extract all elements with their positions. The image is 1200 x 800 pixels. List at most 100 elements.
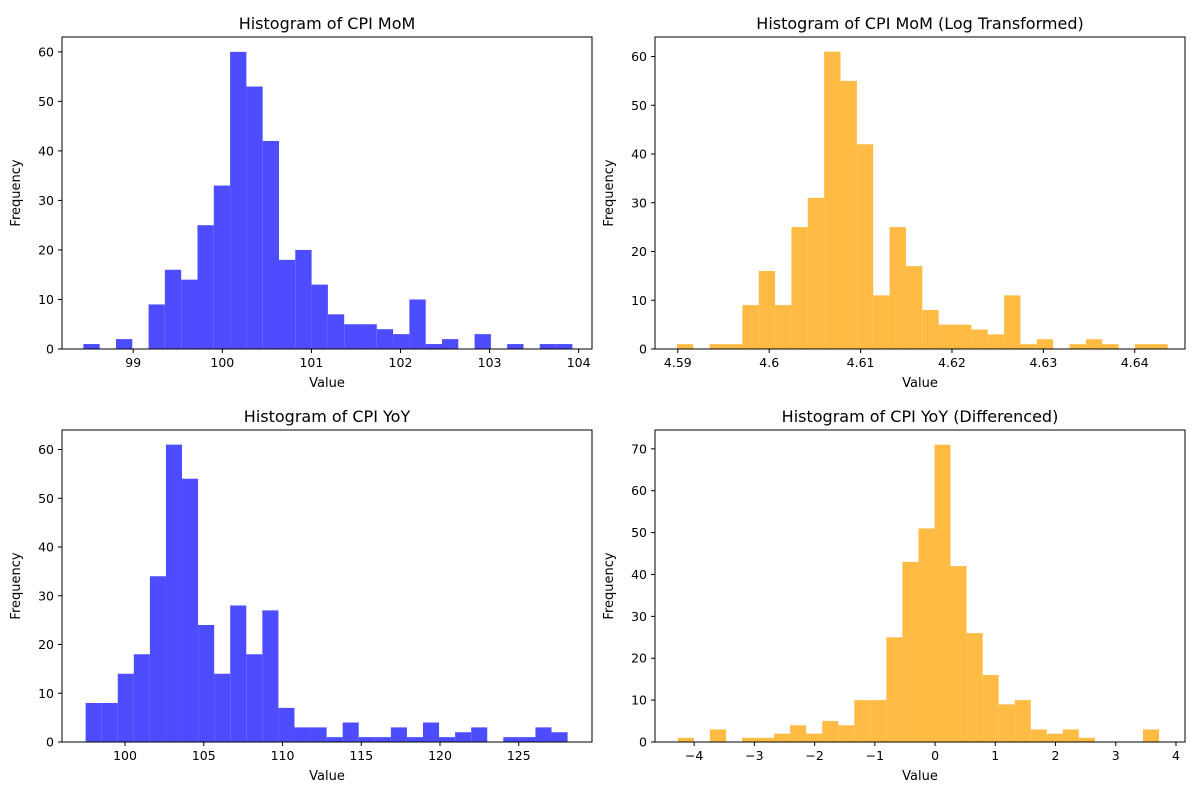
histogram-bar: [774, 733, 791, 742]
histogram-bar: [310, 727, 327, 742]
histogram-bar: [342, 722, 359, 742]
histogram-bar: [902, 561, 919, 742]
y-tick-label: 60: [38, 442, 54, 457]
x-tick-label: 4.61: [847, 355, 875, 370]
histogram-bar: [344, 324, 361, 349]
histogram-bar: [165, 444, 183, 742]
x-tick-label: 125: [507, 748, 531, 763]
x-tick-label: −4: [685, 748, 703, 763]
histogram-bar: [360, 324, 377, 349]
histogram-bar: [742, 305, 759, 349]
histogram-bar: [390, 727, 407, 742]
x-tick-label: 104: [567, 355, 591, 370]
y-tick-label: 10: [631, 693, 647, 708]
histogram-panel-3: 100 105 110 115 120 125 0 10 20 30 40 50 60 Histogram…: [9, 407, 593, 784]
histogram-bar: [950, 566, 967, 742]
y-tick-label: 10: [38, 686, 54, 701]
histogram-bar: [1134, 344, 1152, 349]
histogram-bar: [806, 733, 823, 742]
histogram-bar: [677, 737, 694, 742]
chart-title: Histogram of CPI YoY (Differenced): [782, 407, 1059, 426]
histogram-bar: [987, 334, 1005, 349]
y-tick-label: 20: [631, 244, 647, 259]
histogram-bar: [838, 725, 855, 742]
x-tick-label: 2: [1052, 748, 1060, 763]
histogram-bar: [1014, 700, 1031, 742]
histogram-bar: [1085, 339, 1103, 349]
y-tick-label: 10: [631, 293, 647, 308]
y-tick-label: 60: [631, 483, 647, 498]
y-tick-label: 30: [631, 609, 647, 624]
y-tick-label: 0: [639, 342, 647, 357]
histogram-bar: [278, 259, 296, 349]
histogram-bar: [758, 737, 775, 742]
y-tick-label: 30: [631, 195, 647, 210]
x-tick-label: 101: [299, 355, 323, 370]
histogram-bar: [422, 722, 440, 742]
axes-frame: [61, 429, 593, 743]
histogram-bar: [791, 227, 808, 349]
histogram-bar: [425, 344, 442, 349]
histogram-bar: [938, 324, 955, 349]
histogram-bar: [551, 732, 568, 742]
histogram-bar: [181, 279, 198, 349]
x-tick-label: 4: [1172, 748, 1180, 763]
histogram-bar: [998, 704, 1015, 742]
x-axis-label: Value: [902, 376, 938, 391]
x-tick-label: 1: [991, 748, 999, 763]
histogram-bar: [85, 703, 102, 742]
y-tick-label: 50: [631, 98, 647, 113]
histogram-bar: [149, 576, 166, 742]
x-tick-label: 100: [210, 355, 234, 370]
y-tick-label: 40: [38, 143, 54, 158]
y-axis-label: Frequency: [602, 552, 617, 619]
histogram-bar: [326, 737, 343, 742]
histogram-bar: [840, 80, 857, 349]
histogram-bar: [115, 339, 133, 349]
histogram-bar: [1036, 339, 1054, 349]
y-tick-label: 50: [631, 525, 647, 540]
histogram-bar: [1030, 729, 1047, 742]
histogram-bar: [854, 700, 871, 742]
histogram-bar: [406, 737, 423, 742]
histogram-bar: [182, 478, 199, 742]
histogram-bar: [455, 732, 472, 742]
histogram-bar: [230, 605, 247, 742]
y-axis-label: Frequency: [602, 159, 617, 226]
histogram-bar: [1020, 344, 1037, 349]
histogram-bar: [133, 654, 150, 742]
histogram-bar: [374, 737, 391, 742]
x-tick-label: 105: [192, 748, 216, 763]
histogram-bar: [726, 344, 743, 349]
histogram-bar: [441, 339, 459, 349]
histogram-bar: [1143, 729, 1160, 742]
y-tick-label: 0: [46, 342, 54, 357]
histogram-bar: [83, 344, 100, 349]
y-axis-label: Frequency: [9, 552, 24, 619]
chart-title: Histogram of CPI MoM: [239, 14, 416, 33]
histogram-bar: [922, 310, 939, 349]
histogram-bar: [1102, 344, 1119, 349]
axes-frame: [654, 429, 1186, 743]
axes-frame: [61, 36, 593, 350]
histogram-bar: [889, 227, 906, 349]
y-tick-label: 30: [38, 193, 54, 208]
x-tick-label: 0: [931, 748, 939, 763]
y-tick-label: 40: [631, 567, 647, 582]
histogram-bar: [311, 284, 328, 349]
x-tick-label: 4.62: [938, 355, 966, 370]
chart-title: Histogram of CPI MoM (Log Transformed): [756, 14, 1083, 33]
histogram-bar: [262, 141, 279, 349]
histogram-bar: [148, 304, 165, 349]
histogram-bar: [676, 344, 694, 349]
histogram-bar: [535, 727, 552, 742]
histogram-bar: [503, 737, 520, 742]
histogram-bar: [1151, 344, 1168, 349]
histogram-bar: [214, 673, 231, 742]
histogram-bar: [742, 737, 759, 742]
y-tick-label: 0: [46, 735, 54, 750]
histogram-panel-1: 99 100 101 102 103 104 0 10 20 30 40 50 60 Histogram …: [9, 14, 593, 391]
histogram-bar: [775, 305, 792, 349]
